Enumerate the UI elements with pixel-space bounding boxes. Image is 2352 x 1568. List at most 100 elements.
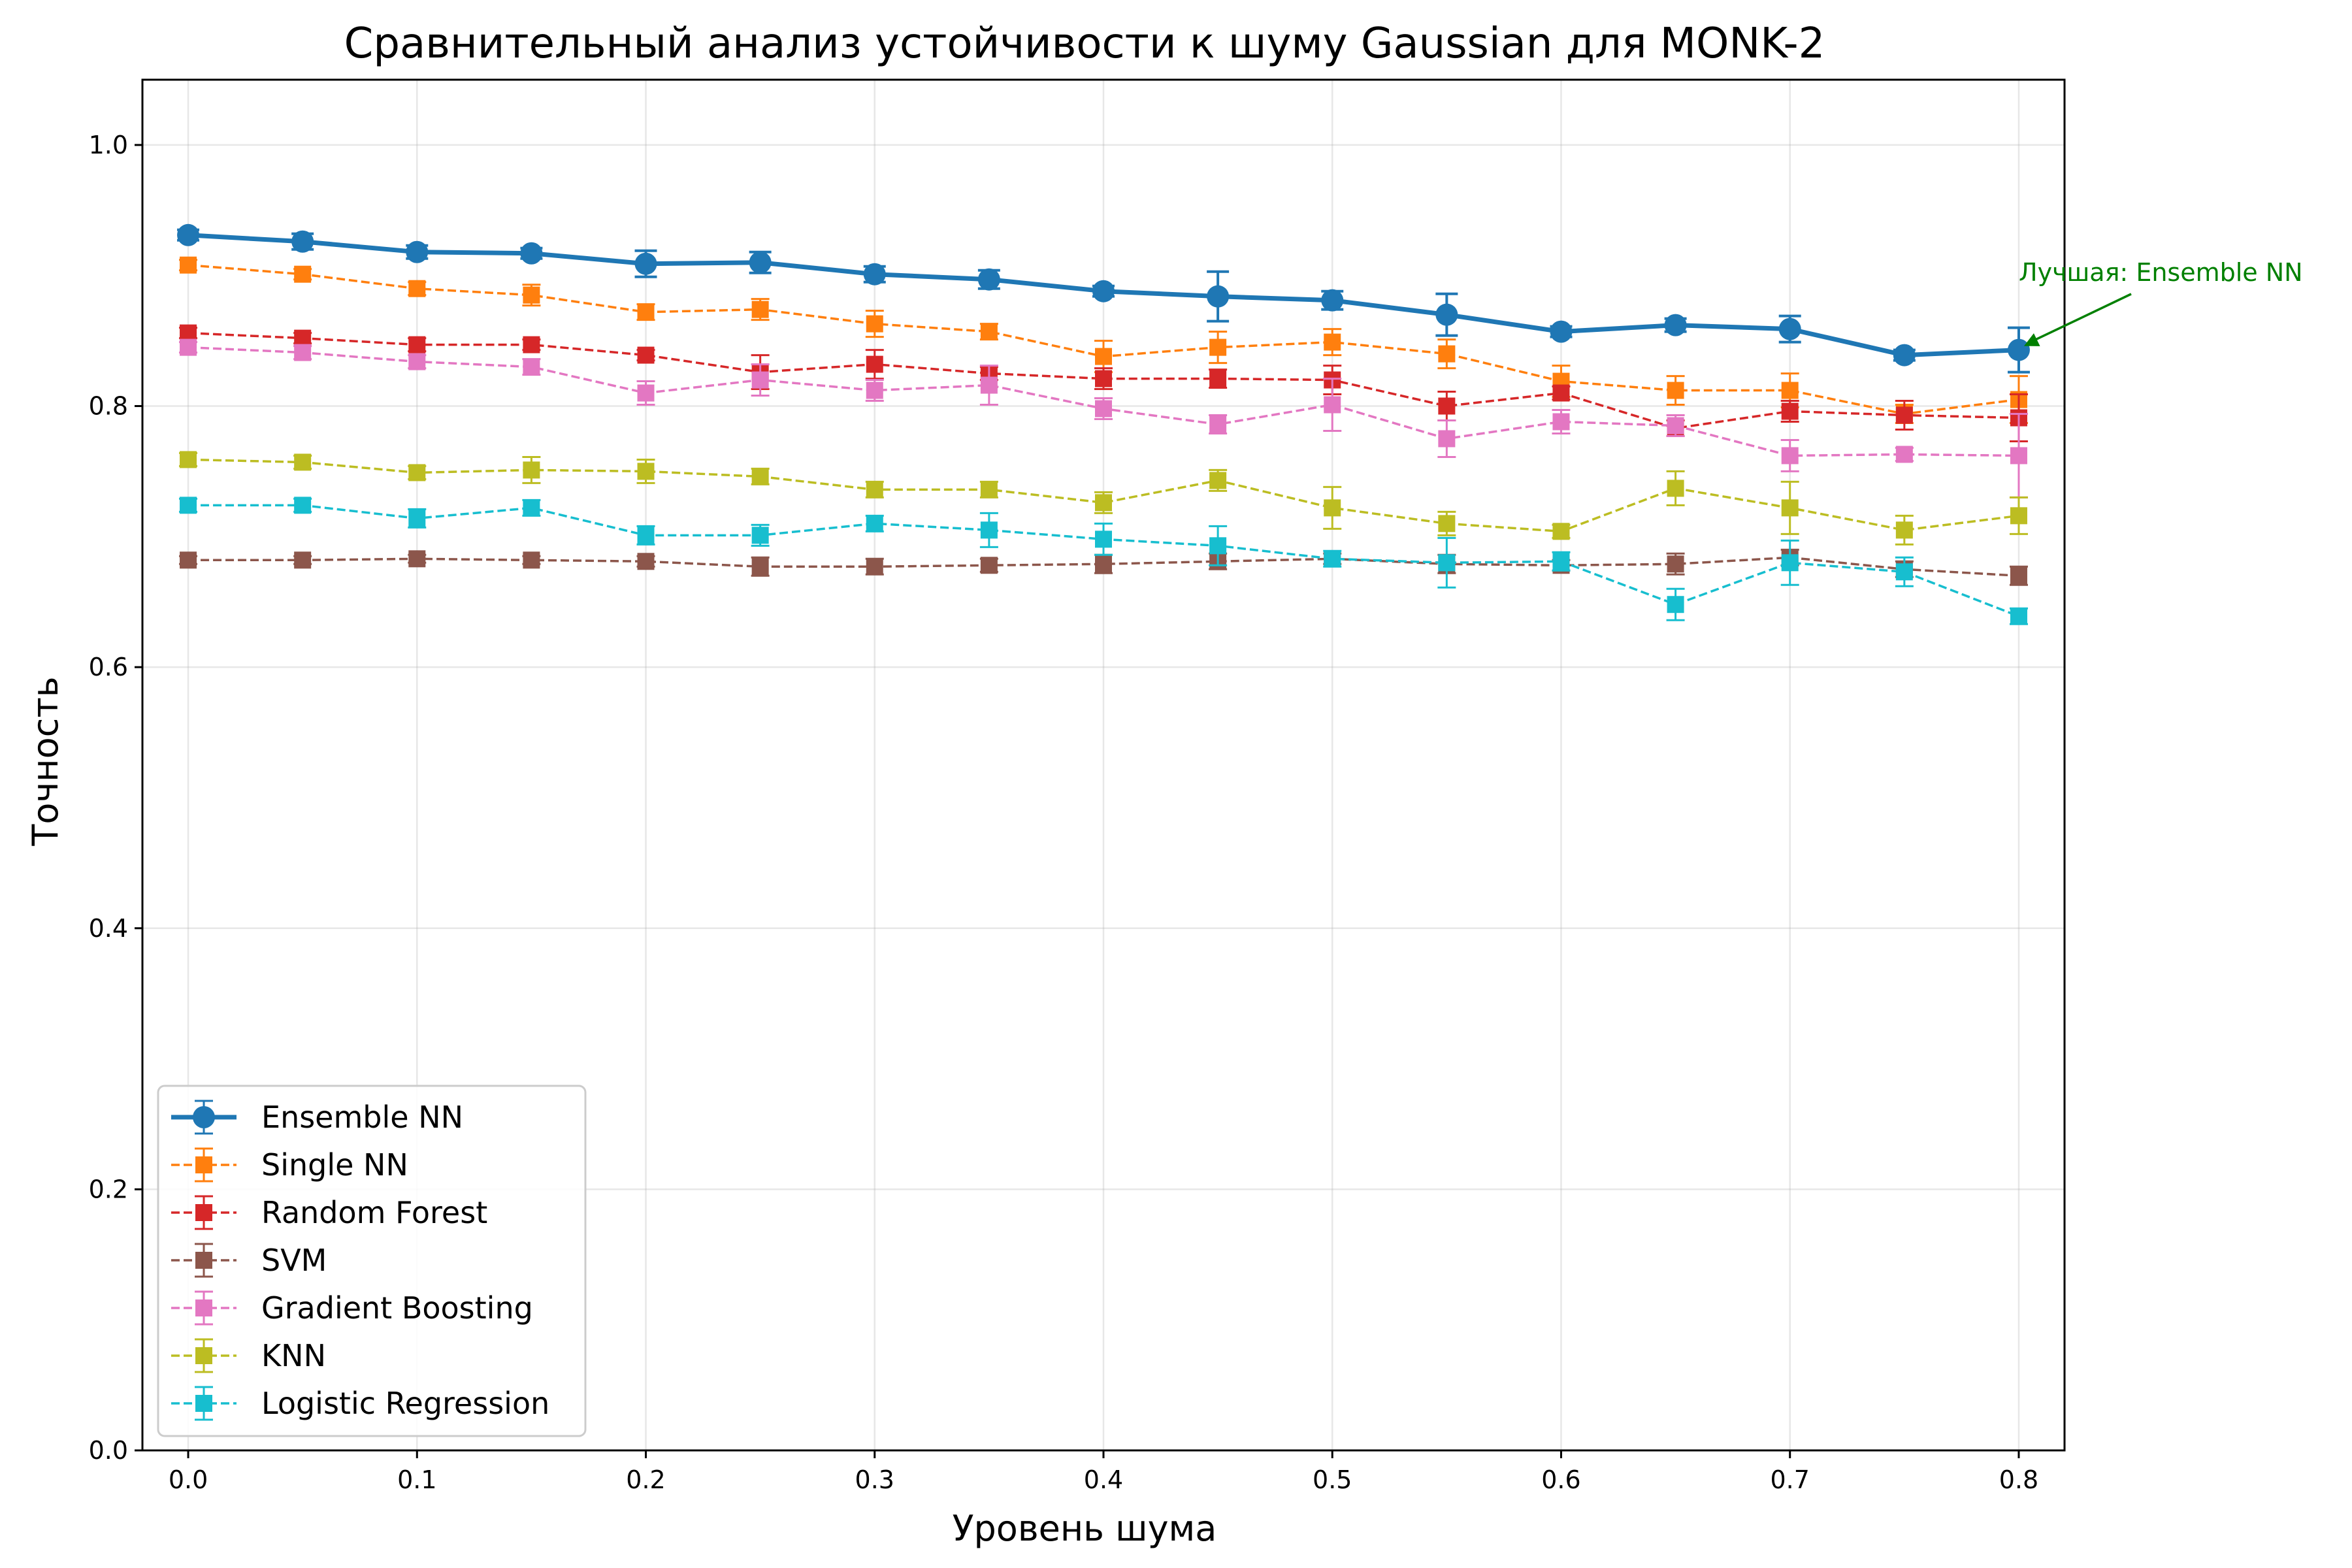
data-point (1095, 494, 1112, 512)
data-point (977, 268, 1000, 291)
data-point (1438, 554, 1456, 572)
best-model-annotation: Лучшая: Ensemble NN (2019, 258, 2303, 287)
annotation-arrowhead (2023, 333, 2040, 346)
data-point (523, 286, 540, 304)
data-point (523, 336, 540, 353)
data-point (1895, 521, 1913, 539)
series-gradient-boosting (179, 338, 2028, 498)
data-point (1667, 480, 1684, 497)
legend-item-logistic-regression: Logistic Regression (171, 1386, 549, 1421)
data-point (1667, 382, 1684, 399)
data-point (1438, 345, 1456, 363)
y-tick-label: 0.6 (89, 653, 128, 681)
data-point (866, 382, 883, 399)
data-point (1321, 289, 1344, 312)
legend-label: Single NN (261, 1147, 408, 1183)
data-point (866, 315, 883, 333)
data-point (1095, 348, 1112, 365)
data-point (1324, 499, 1341, 517)
data-point (980, 557, 998, 574)
data-point (637, 463, 655, 480)
data-point (1552, 553, 1570, 570)
x-tick-label: 0.1 (397, 1465, 436, 1494)
x-tick-label: 0.7 (1770, 1465, 1809, 1494)
data-point (1667, 555, 1684, 573)
data-point (1667, 417, 1684, 434)
data-point (980, 481, 998, 498)
annotation-layer: Лучшая: Ensemble NN (2019, 258, 2303, 346)
data-point (294, 551, 312, 569)
data-point (180, 338, 197, 356)
data-point (1781, 402, 1799, 420)
x-tick-label: 0.0 (169, 1465, 208, 1494)
data-point (2010, 507, 2027, 525)
series-knn (179, 451, 2028, 546)
series-line (188, 556, 2019, 578)
data-point (180, 256, 197, 274)
data-point (1095, 531, 1112, 548)
legend: Ensemble NN Single NN Random Forest SVM Grad… (157, 1085, 587, 1437)
legend-label: Gradient Boosting (261, 1290, 533, 1326)
data-point (2007, 338, 2030, 361)
data-point (1095, 555, 1112, 573)
data-point (637, 346, 655, 364)
legend-label: SVM (261, 1243, 327, 1278)
legend-marker (195, 1204, 212, 1221)
x-tick-label: 0.8 (1999, 1465, 2038, 1494)
data-point (294, 344, 312, 361)
x-axis-label: Уровень шума (953, 1508, 1217, 1549)
data-point (1895, 563, 1913, 581)
series-line (188, 331, 2019, 430)
data-point (291, 230, 314, 253)
series-logistic-regression (179, 497, 2028, 625)
data-point (1552, 523, 1570, 540)
data-point (1550, 320, 1573, 343)
data-point (980, 521, 998, 539)
data-point (1893, 344, 1916, 367)
data-point (1895, 446, 1913, 463)
legend-item-single-nn: Single NN (171, 1147, 408, 1183)
data-point (523, 499, 540, 517)
axis-ticks: 0.0 0.1 0.2 0.3 0.4 0.5 0.6 0.7 0.8 0.0 0.2 0.4 0.6 0… (89, 131, 2039, 1494)
data-point (294, 265, 312, 283)
legend-marker (195, 1252, 212, 1269)
y-axis-label: Точность (25, 676, 66, 846)
y-tick-label: 0.8 (89, 392, 128, 421)
series-random-forest (179, 324, 2028, 442)
x-tick-label: 0.4 (1084, 1465, 1123, 1494)
data-point (2010, 447, 2027, 465)
data-point (637, 553, 655, 570)
chart-title: Сравнительный анализ устойчивости к шуму… (344, 20, 1825, 68)
legend-label: Logistic Regression (261, 1386, 549, 1421)
data-point (1209, 472, 1227, 489)
data-point (637, 527, 655, 544)
data-point (408, 550, 426, 568)
data-point (1778, 318, 1801, 340)
data-point (751, 527, 769, 544)
data-point (180, 497, 197, 514)
legend-label: KNN (261, 1338, 326, 1373)
data-point (1324, 550, 1341, 568)
data-point (180, 451, 197, 468)
data-point (980, 323, 998, 340)
data-point (866, 558, 883, 576)
data-point (408, 353, 426, 370)
legend-label: Random Forest (261, 1195, 487, 1230)
data-point (180, 551, 197, 569)
data-point (294, 453, 312, 471)
data-point (2010, 567, 2027, 585)
data-point (1324, 333, 1341, 351)
data-point (523, 461, 540, 479)
data-point (634, 252, 657, 275)
legend-marker (195, 1347, 212, 1364)
legend-marker (195, 1395, 212, 1412)
data-point (637, 303, 655, 321)
x-tick-label: 0.5 (1313, 1465, 1352, 1494)
data-point (1781, 382, 1799, 399)
data-point (1207, 285, 1230, 308)
data-point (1781, 554, 1799, 572)
legend-item-gradient-boosting: Gradient Boosting (171, 1290, 533, 1326)
data-point (751, 468, 769, 485)
data-point (1781, 447, 1799, 465)
